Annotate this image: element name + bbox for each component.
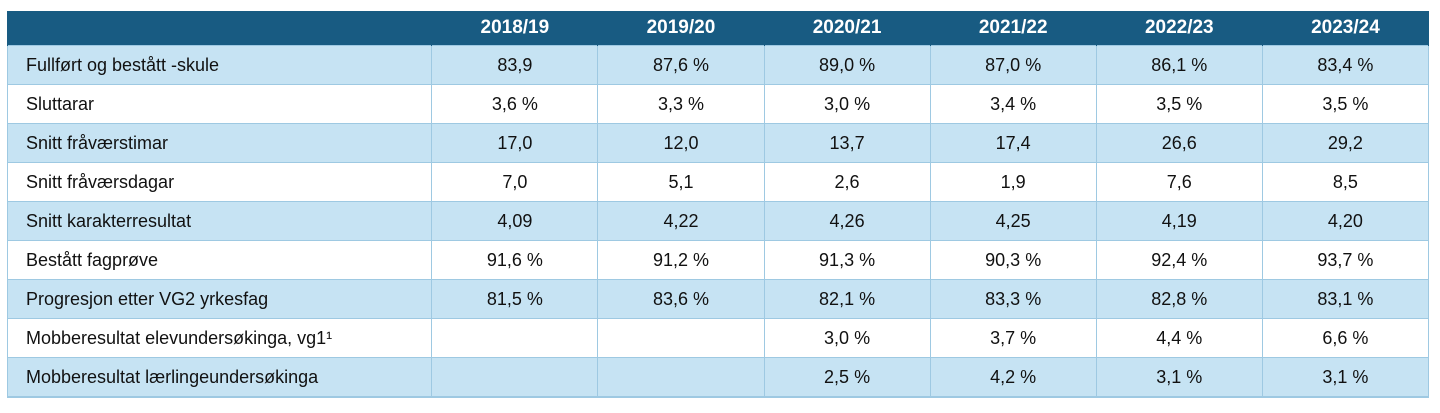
table-cell [597, 357, 765, 398]
table-cell: 2,6 [763, 162, 931, 202]
header-row: 2018/19 2019/20 2020/21 2021/22 2022/23 … [6, 11, 1430, 46]
table-header: 2018/19 2019/20 2020/21 2021/22 2022/23 … [6, 11, 1430, 46]
row-label: Mobberesultat elevundersøkinga, vg1¹ [6, 318, 433, 358]
column-header: 2020/21 [763, 11, 931, 46]
table-cell: 87,6 % [597, 45, 765, 85]
table-row: Snitt fråværsdagar 7,0 5,1 2,6 1,9 7,6 8,5 [6, 162, 1430, 202]
row-label: Snitt karakterresultat [6, 201, 433, 241]
table-cell: 81,5 % [431, 279, 599, 319]
table-cell: 3,5 % [1261, 84, 1430, 124]
table-row: Snitt fråværstimar 17,0 12,0 13,7 17,4 26,6 29… [6, 123, 1430, 163]
table-cell: 4,25 [929, 201, 1097, 241]
table-cell: 91,6 % [431, 240, 599, 280]
table-cell: 4,20 [1261, 201, 1430, 241]
table-cell: 3,0 % [763, 84, 931, 124]
row-label: Mobberesultat lærlingeundersøkinga [6, 357, 433, 398]
table-cell: 7,0 [431, 162, 599, 202]
table-cell: 82,1 % [763, 279, 931, 319]
table-cell: 3,3 % [597, 84, 765, 124]
table-cell: 12,0 [597, 123, 765, 163]
table-body: Fullført og bestått -skule 83,9 87,6 % 89,0… [6, 45, 1430, 398]
table-cell: 4,19 [1095, 201, 1263, 241]
row-label: Bestått fagprøve [6, 240, 433, 280]
table-cell: 13,7 [763, 123, 931, 163]
row-label: Sluttarar [6, 84, 433, 124]
table-cell: 83,3 % [929, 279, 1097, 319]
table-cell: 26,6 [1095, 123, 1263, 163]
table-cell [597, 318, 765, 358]
table-row: Snitt karakterresultat 4,09 4,22 4,26 4,25 4,… [6, 201, 1430, 241]
table-cell: 4,4 % [1095, 318, 1263, 358]
table-cell: 82,8 % [1095, 279, 1263, 319]
table-cell: 4,2 % [929, 357, 1097, 398]
table-cell: 83,1 % [1261, 279, 1430, 319]
column-header: 2023/24 [1261, 11, 1430, 46]
table-cell: 91,3 % [763, 240, 931, 280]
table-cell: 3,5 % [1095, 84, 1263, 124]
table-cell: 83,4 % [1261, 45, 1430, 85]
table-cell: 29,2 [1261, 123, 1430, 163]
table-cell: 5,1 [597, 162, 765, 202]
table-cell: 17,4 [929, 123, 1097, 163]
table-cell: 8,5 [1261, 162, 1430, 202]
table-cell: 90,3 % [929, 240, 1097, 280]
table-cell: 6,6 % [1261, 318, 1430, 358]
table-cell: 1,9 [929, 162, 1097, 202]
row-label: Fullført og bestått -skule [6, 45, 433, 85]
statistics-table-container: 2018/19 2019/20 2020/21 2021/22 2022/23 … [6, 11, 1430, 398]
table-cell: 4,09 [431, 201, 599, 241]
column-header: 2019/20 [597, 11, 765, 46]
table-cell: 89,0 % [763, 45, 931, 85]
table-cell: 86,1 % [1095, 45, 1263, 85]
table-row: Fullført og bestått -skule 83,9 87,6 % 89,0… [6, 45, 1430, 85]
table-cell: 4,22 [597, 201, 765, 241]
table-cell [431, 357, 599, 398]
table-cell: 91,2 % [597, 240, 765, 280]
statistics-table: 2018/19 2019/20 2020/21 2021/22 2022/23 … [6, 11, 1430, 398]
table-cell: 83,6 % [597, 279, 765, 319]
table-cell: 83,9 [431, 45, 599, 85]
table-cell: 93,7 % [1261, 240, 1430, 280]
row-label: Progresjon etter VG2 yrkesfag [6, 279, 433, 319]
table-cell: 7,6 [1095, 162, 1263, 202]
table-row: Mobberesultat lærlingeundersøkinga 2,5 % 4… [6, 357, 1430, 398]
table-cell [431, 318, 599, 358]
table-row: Bestått fagprøve 91,6 % 91,2 % 91,3 % 90,3 %… [6, 240, 1430, 280]
table-cell: 87,0 % [929, 45, 1097, 85]
table-cell: 3,1 % [1095, 357, 1263, 398]
table-row: Progresjon etter VG2 yrkesfag 81,5 % 83,6 … [6, 279, 1430, 319]
header-corner-cell [6, 11, 433, 46]
row-label: Snitt fråværsdagar [6, 162, 433, 202]
table-cell: 4,26 [763, 201, 931, 241]
row-label: Snitt fråværstimar [6, 123, 433, 163]
table-row: Sluttarar 3,6 % 3,3 % 3,0 % 3,4 % 3,5 % 3,5 % [6, 84, 1430, 124]
table-cell: 92,4 % [1095, 240, 1263, 280]
table-cell: 3,6 % [431, 84, 599, 124]
column-header: 2018/19 [431, 11, 599, 46]
column-header: 2022/23 [1095, 11, 1263, 46]
table-cell: 3,1 % [1261, 357, 1430, 398]
column-header: 2021/22 [929, 11, 1097, 46]
table-cell: 2,5 % [763, 357, 931, 398]
table-cell: 17,0 [431, 123, 599, 163]
table-cell: 3,4 % [929, 84, 1097, 124]
table-cell: 3,0 % [763, 318, 931, 358]
table-cell: 3,7 % [929, 318, 1097, 358]
table-row: Mobberesultat elevundersøkinga, vg1¹ 3,0 … [6, 318, 1430, 358]
